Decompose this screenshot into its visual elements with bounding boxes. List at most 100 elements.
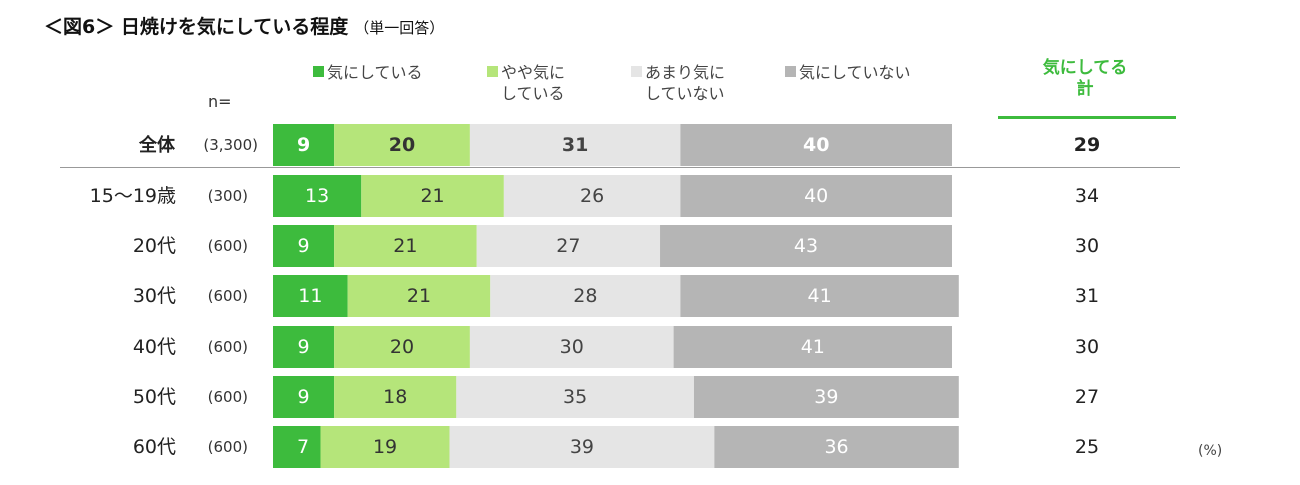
- category-label: 50代: [133, 386, 176, 408]
- bar-segment: [273, 175, 362, 217]
- bar-segment: [503, 175, 681, 217]
- total-value: 30: [1075, 336, 1099, 358]
- bar-segment: [273, 225, 335, 267]
- bar-segment: [273, 275, 348, 317]
- bar-segment: [273, 326, 335, 368]
- n-label: n=: [208, 92, 232, 111]
- data-label: 9: [298, 386, 310, 408]
- subtitle-text: （単一回答）: [354, 19, 445, 37]
- legend-swatch-4: [785, 66, 796, 77]
- total-value: 29: [1074, 134, 1100, 156]
- bar-segment: [273, 426, 321, 468]
- bar-segment: [490, 275, 681, 317]
- data-label: 19: [373, 436, 397, 458]
- legend-label-1: 気にしている: [327, 63, 423, 82]
- total-header-line2: 計: [1076, 79, 1094, 99]
- data-label: 41: [801, 336, 825, 358]
- bar-segment: [469, 326, 674, 368]
- percent-unit: (%): [1198, 443, 1223, 459]
- total-header-line1: 気にしてる: [1042, 58, 1128, 78]
- bar-segment: [456, 376, 694, 418]
- legend-label-3a: あまり気に: [645, 63, 726, 82]
- legend-label-4: 気にしていない: [799, 63, 911, 82]
- total-header-underline: [998, 116, 1176, 119]
- data-label: 21: [393, 235, 417, 257]
- data-label: 26: [580, 185, 604, 207]
- data-label: 9: [298, 235, 310, 257]
- legend-swatch-1: [313, 66, 324, 77]
- bar-segment: [693, 376, 959, 418]
- bar-segment: [673, 326, 952, 368]
- data-label: 40: [803, 134, 829, 156]
- data-label: 30: [560, 336, 584, 358]
- bar-segment: [334, 124, 470, 166]
- bar-segment: [334, 225, 477, 267]
- data-label: 20: [390, 336, 414, 358]
- overall-separator: [60, 167, 1180, 168]
- bar-segment: [714, 426, 959, 468]
- n-value: (600): [208, 338, 248, 356]
- total-value: 30: [1075, 235, 1099, 257]
- data-label: 27: [556, 235, 580, 257]
- data-label: 7: [297, 436, 309, 458]
- bar-segment: [273, 376, 335, 418]
- bar-segment: [334, 326, 470, 368]
- data-label: 36: [824, 436, 848, 458]
- total-value: 27: [1075, 386, 1099, 408]
- bar-segment: [469, 124, 681, 166]
- data-label: 35: [563, 386, 587, 408]
- total-value: 34: [1075, 185, 1099, 207]
- chart-title: ＜図6＞ 日焼けを気にしている程度 （単一回答）: [44, 12, 444, 39]
- n-value: (3,300): [203, 136, 258, 154]
- bar-segment: [660, 225, 952, 267]
- data-label: 31: [562, 134, 588, 156]
- bar-segment: [680, 124, 952, 166]
- data-label: 13: [305, 185, 329, 207]
- bar-segment: [334, 376, 457, 418]
- legend-item-4: 気にしていない: [785, 62, 911, 83]
- n-value: (600): [208, 438, 248, 456]
- data-label: 40: [804, 185, 828, 207]
- total-value: 25: [1075, 436, 1099, 458]
- data-label: 28: [573, 285, 597, 307]
- data-label: 21: [420, 185, 444, 207]
- n-value: (600): [208, 287, 248, 305]
- legend-item-3: あまり気に していない: [631, 62, 725, 104]
- legend-label-2a: やや気に: [501, 63, 566, 82]
- category-label: 40代: [133, 336, 176, 358]
- total-value: 31: [1075, 285, 1099, 307]
- category-label: 30代: [133, 285, 176, 307]
- data-label: 11: [298, 285, 322, 307]
- bar-segment: [476, 225, 661, 267]
- bar-segment: [320, 426, 450, 468]
- data-label: 9: [297, 134, 310, 156]
- category-label: 60代: [133, 436, 176, 458]
- bar-segment: [680, 275, 959, 317]
- category-label: 全体: [138, 134, 176, 156]
- bar-segment: [347, 275, 491, 317]
- data-label: 41: [808, 285, 832, 307]
- legend-item-1: 気にしている: [313, 62, 423, 83]
- bar-segment: [449, 426, 715, 468]
- n-value: (600): [208, 388, 248, 406]
- n-value: (600): [208, 237, 248, 255]
- category-label: 20代: [133, 235, 176, 257]
- data-label: 18: [383, 386, 407, 408]
- data-label: 43: [794, 235, 818, 257]
- n-value: (300): [208, 187, 248, 205]
- total-header: 気にしてる 計: [1030, 58, 1140, 100]
- bar-segment: [273, 124, 335, 166]
- legend-label-3b: していない: [645, 84, 725, 103]
- data-label: 21: [407, 285, 431, 307]
- legend-label-2b: している: [501, 84, 565, 103]
- title-text: ＜図6＞ 日焼けを気にしている程度: [44, 16, 349, 38]
- data-label: 39: [814, 386, 838, 408]
- bar-segment: [361, 175, 504, 217]
- category-label: 15～19歳: [90, 185, 176, 207]
- legend-item-2: やや気に している: [487, 62, 565, 104]
- data-label: 9: [298, 336, 310, 358]
- bar-segment: [680, 175, 952, 217]
- legend-swatch-3: [631, 66, 642, 77]
- legend-swatch-2: [487, 66, 498, 77]
